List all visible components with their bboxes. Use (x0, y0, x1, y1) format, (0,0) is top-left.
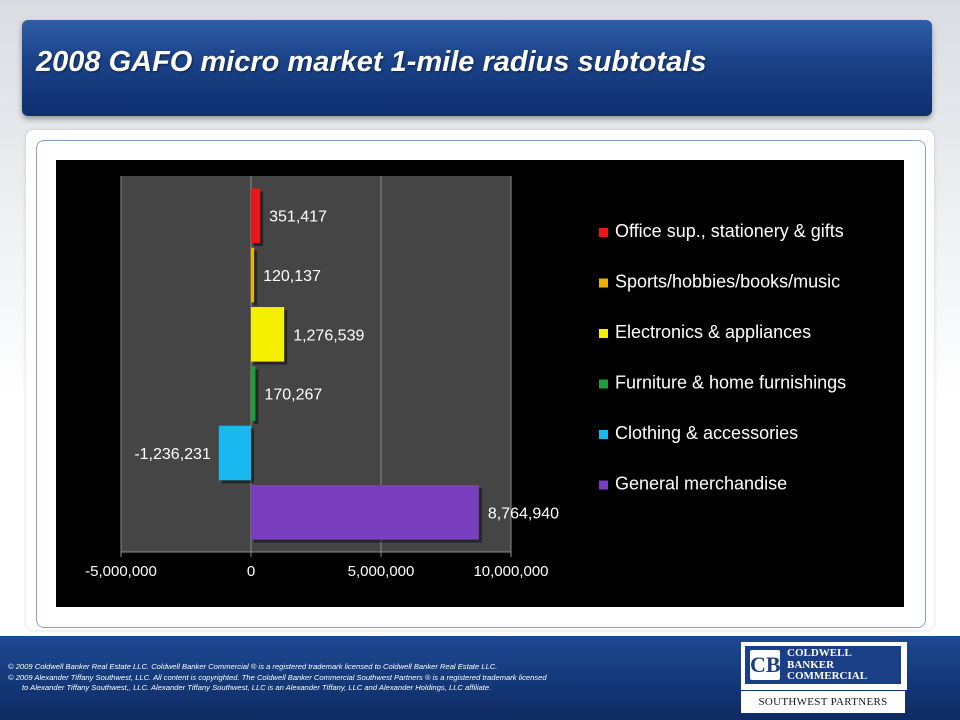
legend-swatch (599, 278, 608, 288)
title-bar: 2008 GAFO micro market 1-mile radius sub… (22, 20, 932, 116)
bar (251, 307, 285, 362)
logo-line-2: BANKER (787, 658, 835, 671)
bar (251, 485, 479, 540)
legend-swatch (599, 480, 608, 490)
legend-label: Furniture & home furnishings (615, 373, 846, 393)
bar-chart: -5,000,000 0 5,000,000 10,000,000 8,764,940 -… (85, 176, 846, 580)
data-label: 120,137 (263, 268, 321, 285)
bar (251, 188, 261, 243)
logo-subtitle: SOUTHWEST PARTNERS (741, 691, 905, 713)
x-tick-label: 5,000,000 (348, 563, 415, 580)
slide-title: 2008 GAFO micro market 1-mile radius sub… (36, 46, 707, 78)
footer-line-1: © 2009 Coldwell Banker Real Estate LLC. … (8, 662, 498, 671)
legend-label: Sports/hobbies/books/music (615, 272, 840, 292)
logo-line-1: COLDWELL (787, 647, 852, 659)
legend-swatch (599, 430, 608, 439)
legend-swatch (599, 228, 608, 237)
bar (251, 247, 255, 303)
data-label: -1,236,231 (134, 446, 211, 463)
legend-swatch (599, 329, 608, 338)
chart-area: -5,000,000 0 5,000,000 10,000,000 8,764,940 -… (56, 160, 904, 607)
bar-shadow (254, 369, 259, 424)
legend-swatch (599, 379, 608, 389)
bar (218, 425, 251, 481)
footer-line-3: to Alexander Tiffany Southwest,, LLC. Al… (22, 683, 492, 692)
logo-mark-icon: CB (750, 650, 781, 680)
legend-label: Electronics & appliances (615, 322, 811, 342)
data-label: 8,764,940 (488, 505, 559, 522)
legend-label: Clothing & accessories (615, 423, 798, 443)
legend-label: Office sup., stationery & gifts (615, 221, 844, 241)
logo-panel: CB COLDWELL BANKER COMMERCIAL (745, 646, 901, 684)
x-tick-label: 0 (247, 563, 255, 580)
bar (251, 366, 256, 421)
company-logo: CB COLDWELL BANKER COMMERCIAL (741, 642, 907, 690)
logo-words: COLDWELL BANKER COMMERCIAL (787, 647, 868, 683)
logo-line-3: COMMERCIAL (787, 670, 868, 682)
x-tick-label: -5,000,000 (85, 563, 157, 580)
legend-label: General merchandise (615, 474, 787, 494)
x-tick-label: 10,000,000 (473, 563, 548, 580)
bar-shadow (254, 250, 258, 306)
footer-copyright: © 2009 Coldwell Banker Real Estate LLC. … (8, 662, 728, 694)
data-label: 170,267 (264, 387, 322, 404)
data-label: 1,276,539 (293, 327, 364, 344)
footer-line-2: © 2009 Alexander Tiffany Southwest, LLC.… (8, 672, 547, 682)
data-label: 351,417 (269, 209, 327, 226)
